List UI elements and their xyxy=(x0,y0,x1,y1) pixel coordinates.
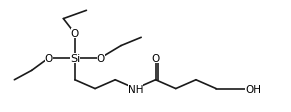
Text: Si: Si xyxy=(70,53,80,63)
Text: O: O xyxy=(151,53,160,63)
Text: O: O xyxy=(71,29,79,39)
Text: O: O xyxy=(97,53,105,63)
Text: O: O xyxy=(45,53,53,63)
Text: OH: OH xyxy=(245,84,261,94)
Text: NH: NH xyxy=(128,84,143,94)
